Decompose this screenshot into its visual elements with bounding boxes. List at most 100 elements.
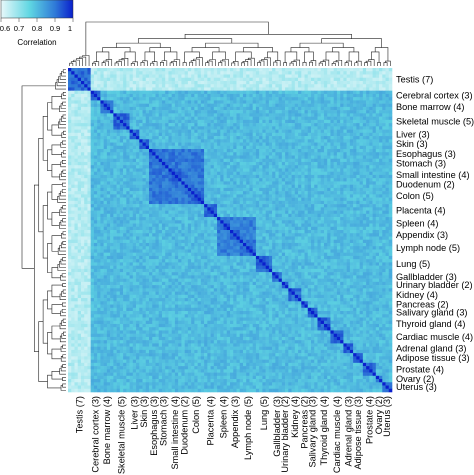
dendrogram-branch	[47, 102, 52, 131]
heatmap-cell	[272, 213, 276, 218]
heatmap-cell	[210, 217, 215, 221]
heatmap-cell	[174, 77, 179, 82]
heatmap-cell	[291, 132, 296, 137]
heatmap-cell	[174, 181, 179, 185]
heatmap-cell	[375, 74, 380, 79]
heatmap-cell	[255, 194, 260, 198]
dendrogram-branch	[58, 76, 66, 83]
heatmap-cell	[336, 168, 341, 172]
heatmap-cell	[262, 132, 266, 137]
heatmap-cell	[217, 184, 221, 189]
heatmap-cell	[359, 181, 364, 185]
heatmap-cell	[110, 84, 114, 88]
heatmap-cell	[223, 93, 228, 98]
heatmap-cell	[379, 194, 383, 198]
heatmap-cell	[385, 178, 390, 182]
dendrogram-branch	[101, 62, 106, 66]
heatmap-cell	[197, 68, 202, 72]
heatmap-cell	[304, 200, 309, 205]
heatmap-cell	[132, 178, 137, 182]
heatmap-cell	[317, 181, 322, 185]
heatmap-cell	[132, 213, 137, 218]
heatmap-cell	[343, 152, 347, 156]
heatmap-cell	[291, 220, 296, 224]
heatmap-cell	[93, 100, 98, 104]
heatmap-cell	[226, 145, 231, 150]
heatmap-cell	[139, 68, 143, 72]
heatmap-cell	[80, 174, 85, 179]
heatmap-cell	[87, 97, 91, 101]
heatmap-cell	[158, 194, 163, 198]
heatmap-cell	[165, 200, 169, 205]
heatmap-cell	[223, 126, 228, 130]
dendrogram-branch	[196, 57, 203, 66]
heatmap-cell	[298, 71, 302, 75]
heatmap-cell	[84, 77, 88, 82]
heatmap-cell	[336, 197, 341, 202]
heatmap-cell	[340, 213, 344, 218]
heatmap-cell	[255, 87, 260, 91]
heatmap-cell	[187, 119, 192, 124]
heatmap-cell	[327, 184, 331, 189]
dendrogram-branch	[365, 60, 372, 66]
heatmap-cell	[366, 77, 370, 82]
heatmap-cell	[149, 171, 153, 176]
heatmap-cell	[323, 126, 328, 130]
heatmap-cell	[252, 71, 257, 75]
heatmap-cell	[294, 149, 299, 153]
heatmap-cell	[369, 129, 373, 134]
heatmap-cell	[204, 110, 208, 114]
heatmap-cell	[100, 168, 104, 172]
heatmap-cell	[74, 77, 79, 82]
heatmap-cell	[84, 194, 88, 198]
heatmap-cell	[340, 100, 344, 104]
heatmap-cell	[113, 87, 117, 91]
heatmap-cell	[161, 174, 166, 179]
heatmap-cell	[311, 194, 315, 198]
heatmap-cell	[145, 210, 150, 215]
heatmap-cell	[388, 97, 393, 101]
heatmap-cell	[239, 97, 244, 101]
heatmap-cell	[152, 84, 156, 88]
heatmap-cell	[220, 187, 224, 192]
heatmap-cell	[301, 90, 305, 95]
heatmap-cell	[97, 80, 101, 85]
heatmap-cell	[74, 74, 79, 79]
heatmap-cell	[252, 84, 257, 88]
heatmap-cell	[129, 74, 134, 79]
heatmap-cell	[317, 84, 322, 88]
heatmap-cell	[262, 200, 266, 205]
heatmap-cell	[145, 113, 150, 117]
heatmap-cell	[168, 77, 172, 82]
heatmap-cell	[155, 197, 160, 202]
heatmap-cell	[220, 74, 224, 79]
heatmap-cell	[314, 178, 318, 182]
heatmap-cell	[77, 77, 82, 82]
heatmap-cell	[110, 110, 114, 114]
heatmap-cell	[68, 129, 72, 134]
dendrogram-branch	[318, 62, 323, 66]
heatmap-cell	[236, 139, 241, 143]
heatmap-cell	[142, 155, 147, 160]
heatmap-cell	[236, 204, 241, 208]
heatmap-cell	[119, 126, 124, 130]
heatmap-cell	[252, 178, 257, 182]
heatmap-cell	[275, 126, 279, 130]
heatmap-cell	[223, 123, 228, 127]
heatmap-cell	[246, 207, 250, 211]
heatmap-cell	[336, 113, 341, 117]
heatmap-cell	[152, 68, 156, 72]
dendrogram-branch	[57, 264, 66, 271]
heatmap-cell	[252, 213, 257, 218]
heatmap-cell	[346, 191, 351, 195]
heatmap-cell	[304, 210, 309, 215]
heatmap-cell	[178, 71, 182, 75]
heatmap-cell	[298, 152, 302, 156]
heatmap-cell	[136, 207, 140, 211]
heatmap-cell	[249, 97, 253, 101]
heatmap-cell	[197, 119, 202, 124]
heatmap-cell	[230, 116, 234, 121]
heatmap-cell	[307, 103, 312, 108]
heatmap-cell	[272, 197, 276, 202]
heatmap-cell	[74, 178, 79, 182]
